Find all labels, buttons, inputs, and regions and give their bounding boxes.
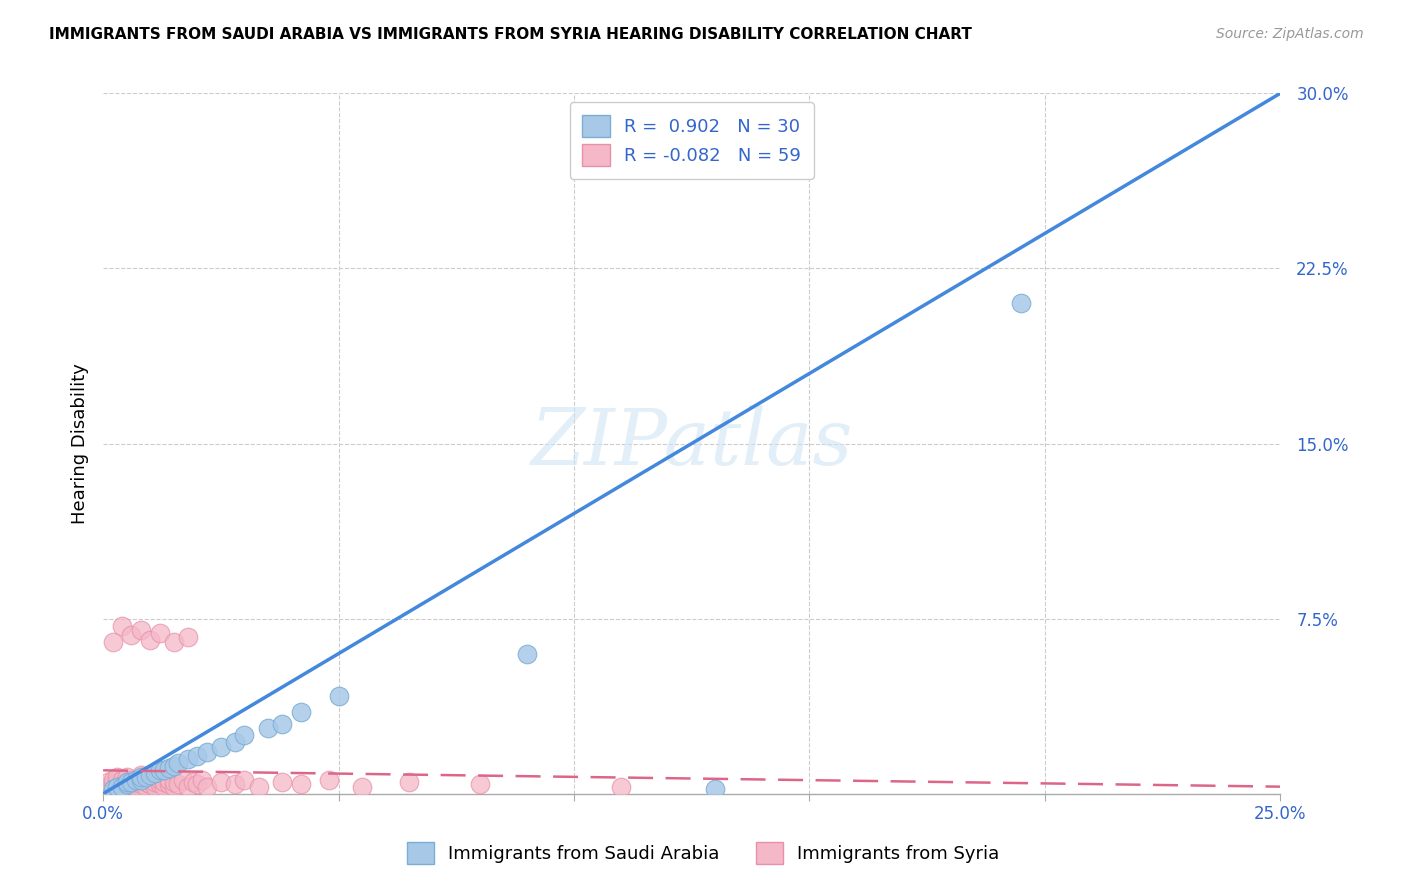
Point bbox=[153, 775, 176, 789]
Point bbox=[115, 780, 138, 794]
Point bbox=[129, 772, 152, 787]
Point bbox=[105, 780, 128, 794]
Point bbox=[139, 768, 162, 782]
Point bbox=[101, 772, 124, 787]
Point bbox=[516, 647, 538, 661]
Point bbox=[704, 782, 727, 797]
Point bbox=[139, 777, 162, 791]
Point bbox=[318, 772, 340, 787]
Legend: Immigrants from Saudi Arabia, Immigrants from Syria: Immigrants from Saudi Arabia, Immigrants… bbox=[392, 828, 1014, 879]
Point bbox=[125, 772, 148, 787]
Point bbox=[271, 716, 294, 731]
Point bbox=[209, 775, 232, 789]
Point bbox=[157, 761, 180, 775]
Point bbox=[1010, 296, 1032, 310]
Point bbox=[157, 777, 180, 791]
Point bbox=[398, 775, 420, 789]
Point bbox=[195, 745, 218, 759]
Point bbox=[247, 780, 270, 794]
Point bbox=[129, 770, 152, 784]
Point bbox=[233, 728, 256, 742]
Point bbox=[134, 770, 156, 784]
Point bbox=[290, 705, 312, 719]
Point bbox=[167, 777, 190, 791]
Point bbox=[120, 772, 142, 787]
Y-axis label: Hearing Disability: Hearing Disability bbox=[72, 363, 89, 524]
Point bbox=[105, 780, 128, 794]
Point bbox=[129, 777, 152, 791]
Point bbox=[163, 775, 186, 789]
Point bbox=[257, 721, 280, 735]
Point bbox=[290, 777, 312, 791]
Point bbox=[101, 777, 124, 791]
Point bbox=[195, 780, 218, 794]
Point bbox=[105, 770, 128, 784]
Point bbox=[209, 739, 232, 754]
Point bbox=[125, 775, 148, 789]
Point bbox=[115, 775, 138, 789]
Point bbox=[186, 777, 208, 791]
Point bbox=[177, 630, 200, 644]
Point bbox=[120, 777, 142, 791]
Point bbox=[111, 772, 134, 787]
Text: Source: ZipAtlas.com: Source: ZipAtlas.com bbox=[1216, 27, 1364, 41]
Point bbox=[163, 780, 186, 794]
Point bbox=[610, 780, 633, 794]
Point bbox=[157, 772, 180, 787]
Point bbox=[101, 782, 124, 797]
Point bbox=[172, 772, 194, 787]
Point bbox=[105, 775, 128, 789]
Point bbox=[134, 780, 156, 794]
Point bbox=[111, 777, 134, 791]
Point bbox=[233, 772, 256, 787]
Point bbox=[139, 632, 162, 647]
Point bbox=[177, 780, 200, 794]
Point bbox=[149, 764, 172, 778]
Point bbox=[143, 775, 166, 789]
Point bbox=[149, 625, 172, 640]
Point bbox=[352, 780, 374, 794]
Point bbox=[177, 752, 200, 766]
Point bbox=[167, 756, 190, 771]
Point bbox=[468, 777, 491, 791]
Point bbox=[224, 777, 246, 791]
Point bbox=[149, 777, 172, 791]
Point bbox=[101, 635, 124, 649]
Point bbox=[134, 775, 156, 789]
Point bbox=[115, 775, 138, 789]
Point bbox=[328, 689, 350, 703]
Point bbox=[271, 775, 294, 789]
Point bbox=[224, 735, 246, 749]
Point bbox=[186, 749, 208, 764]
Point bbox=[97, 775, 120, 789]
Point bbox=[125, 780, 148, 794]
Point bbox=[191, 772, 214, 787]
Point bbox=[97, 780, 120, 794]
Point bbox=[129, 772, 152, 787]
Point bbox=[120, 628, 142, 642]
Point bbox=[181, 775, 204, 789]
Point bbox=[115, 770, 138, 784]
Point bbox=[143, 780, 166, 794]
Legend: R =  0.902   N = 30, R = -0.082   N = 59: R = 0.902 N = 30, R = -0.082 N = 59 bbox=[569, 103, 814, 179]
Point bbox=[111, 618, 134, 632]
Point bbox=[163, 758, 186, 772]
Text: IMMIGRANTS FROM SAUDI ARABIA VS IMMIGRANTS FROM SYRIA HEARING DISABILITY CORRELA: IMMIGRANTS FROM SAUDI ARABIA VS IMMIGRAN… bbox=[49, 27, 972, 42]
Point bbox=[115, 777, 138, 791]
Point bbox=[129, 768, 152, 782]
Point bbox=[111, 780, 134, 794]
Point bbox=[143, 765, 166, 780]
Point bbox=[120, 775, 142, 789]
Point bbox=[153, 764, 176, 778]
Point bbox=[163, 635, 186, 649]
Point bbox=[129, 624, 152, 638]
Point bbox=[149, 772, 172, 787]
Point bbox=[153, 780, 176, 794]
Point bbox=[139, 772, 162, 787]
Text: ZIPatlas: ZIPatlas bbox=[530, 405, 853, 482]
